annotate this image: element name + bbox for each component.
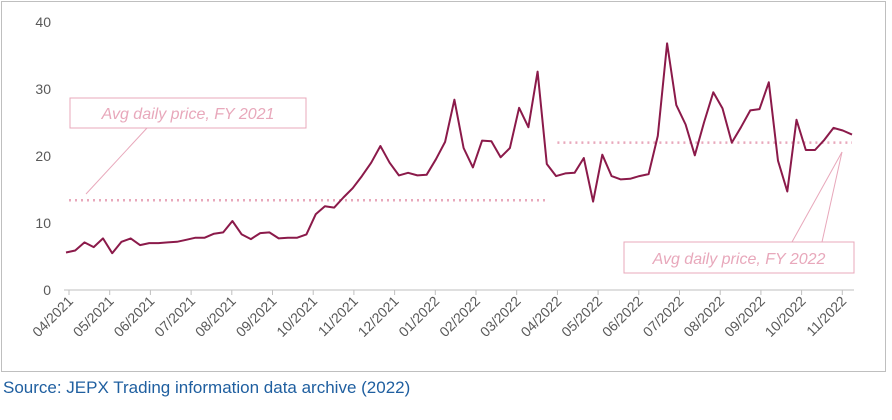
y-tick-label: 40 <box>35 14 51 30</box>
y-tick-label: 10 <box>35 215 51 231</box>
x-tick-label: 01/2022 <box>395 293 442 340</box>
x-tick-label: 06/2022 <box>599 293 646 340</box>
x-tick-label: 07/2021 <box>151 293 198 340</box>
callout-leader-fy2022-b <box>821 151 843 243</box>
x-tick-label: 04/2021 <box>29 293 76 340</box>
x-tick-label: 09/2021 <box>233 293 280 340</box>
x-tick-label: 10/2022 <box>762 293 809 340</box>
x-tick-label: 02/2022 <box>436 293 483 340</box>
x-tick-label: 04/2022 <box>517 293 564 340</box>
x-tick-label: 10/2021 <box>273 293 320 340</box>
series-line <box>65 42 853 255</box>
y-tick-label: 20 <box>35 148 51 164</box>
callout-box-fy2021 <box>69 97 307 129</box>
x-tick-label: 07/2022 <box>640 293 687 340</box>
x-tick-label: 06/2021 <box>110 293 157 340</box>
x-tick-label: 08/2022 <box>680 293 727 340</box>
y-tick-label: 30 <box>35 81 51 97</box>
x-tick-label: 11/2022 <box>803 293 850 340</box>
x-tick-label: 09/2022 <box>721 293 768 340</box>
y-axis: 0 10 20 30 40 <box>35 14 51 298</box>
series-group <box>65 42 853 255</box>
callout-leader-fy2022 <box>791 151 843 243</box>
chart-frame: 0 10 20 30 40 04/2021 05/2021 06/2021 07/2021 08… <box>1 1 886 372</box>
x-tick-label: 08/2021 <box>192 293 239 340</box>
callout-text-fy2022: Avg daily price, FY 2022 <box>652 251 826 268</box>
x-tick-label: 11/2021 <box>315 293 362 340</box>
callout-leader-fy2021 <box>85 127 148 195</box>
y-tick-label: 0 <box>43 282 51 298</box>
callout-box-fy2022 <box>623 241 855 274</box>
x-tick-label: 05/2022 <box>558 293 605 340</box>
callout-text-fy2021: Avg daily price, FY 2021 <box>101 106 275 123</box>
source-note: Source: JEPX Trading information data ar… <box>3 378 411 397</box>
annotations: Avg daily price, FY 2021 Avg daily price… <box>69 97 855 274</box>
x-tick-label: 03/2022 <box>477 293 524 340</box>
reference-lines <box>69 141 852 202</box>
x-tick-label: 05/2021 <box>70 293 117 340</box>
x-axis: 04/202105/202106/202107/202108/202109/20… <box>29 290 850 340</box>
x-tick-label: 12/2021 <box>355 293 402 340</box>
